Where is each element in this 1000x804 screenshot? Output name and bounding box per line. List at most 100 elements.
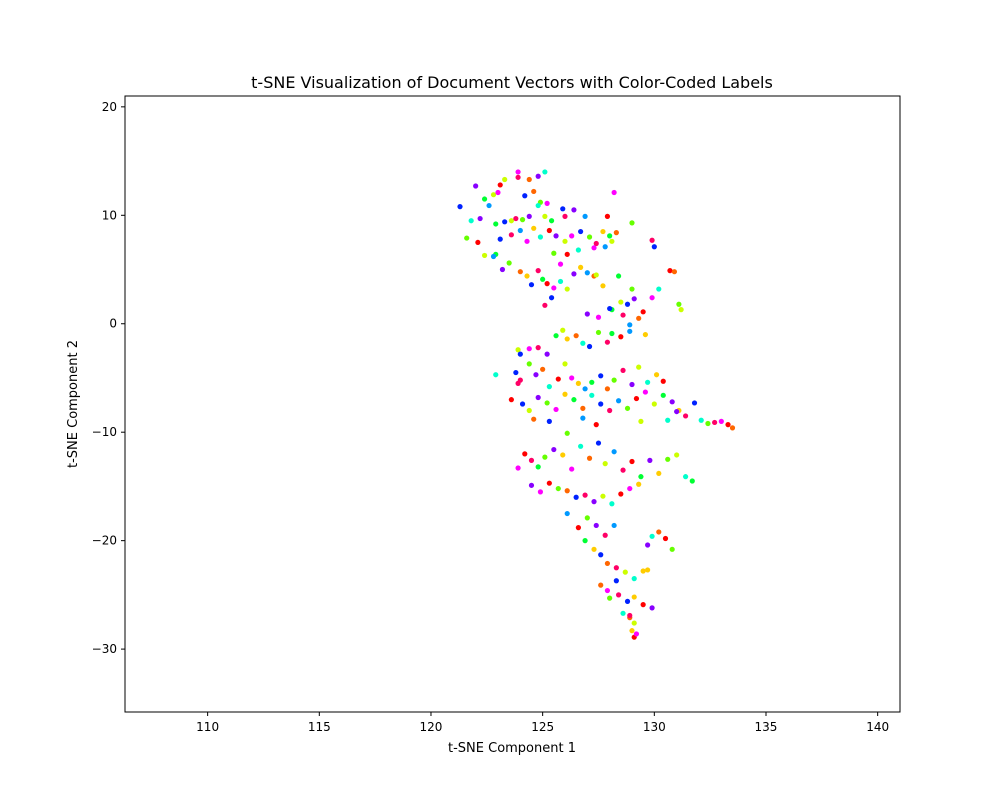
data-point — [593, 522, 599, 529]
points-layer — [457, 169, 736, 640]
data-point — [669, 399, 675, 405]
data-point — [464, 235, 470, 241]
data-point — [618, 299, 624, 305]
data-point — [582, 492, 588, 498]
data-point — [564, 510, 570, 517]
data-point — [571, 271, 577, 277]
data-point — [682, 474, 689, 480]
data-point — [640, 602, 646, 608]
data-point — [624, 405, 631, 411]
data-point — [457, 204, 463, 210]
data-point — [522, 451, 528, 457]
data-point — [490, 192, 497, 198]
data-point — [562, 361, 568, 367]
data-point — [533, 372, 539, 378]
data-point — [493, 372, 499, 378]
plot-frame — [124, 95, 901, 713]
data-point — [645, 567, 651, 573]
data-point — [611, 522, 617, 529]
data-point — [729, 425, 736, 431]
data-point — [526, 361, 532, 367]
data-point — [557, 261, 564, 267]
data-point — [718, 418, 724, 424]
x-tick-label: 140 — [866, 720, 889, 734]
data-point — [627, 322, 633, 328]
data-point — [669, 546, 675, 552]
data-point — [564, 286, 570, 292]
data-point — [542, 169, 548, 175]
data-point — [636, 481, 642, 487]
data-point — [624, 598, 631, 604]
data-point — [678, 307, 684, 313]
data-point — [627, 612, 633, 619]
data-point — [522, 193, 528, 199]
data-point — [631, 576, 637, 582]
data-point — [546, 480, 552, 486]
data-point — [540, 366, 546, 372]
data-point — [584, 311, 590, 317]
data-point — [651, 401, 657, 407]
data-point — [548, 295, 555, 301]
data-point — [604, 386, 611, 392]
data-point — [620, 312, 626, 318]
data-point — [526, 346, 532, 352]
data-point — [653, 372, 660, 378]
data-point — [513, 215, 519, 222]
data-point — [546, 418, 552, 424]
data-point — [546, 384, 552, 390]
data-point — [624, 301, 631, 307]
x-tick-label: 125 — [531, 720, 554, 734]
data-point — [645, 379, 651, 385]
data-point — [636, 364, 642, 370]
data-point — [620, 367, 626, 373]
data-point — [546, 227, 552, 234]
data-point — [665, 417, 671, 423]
data-point — [526, 407, 532, 414]
data-point — [609, 501, 615, 507]
data-point — [662, 535, 669, 542]
data-point — [589, 379, 595, 385]
data-point — [535, 394, 541, 401]
data-point — [551, 285, 557, 291]
data-point — [515, 380, 521, 386]
data-point — [613, 565, 619, 571]
data-point — [513, 369, 519, 376]
data-point — [642, 331, 648, 338]
data-point — [609, 238, 615, 244]
data-point — [595, 314, 602, 320]
data-point — [584, 270, 590, 276]
data-point — [580, 405, 586, 411]
data-point — [573, 494, 579, 500]
data-point — [580, 340, 586, 346]
data-point — [611, 449, 617, 455]
data-point — [598, 401, 604, 407]
data-point — [613, 578, 619, 584]
data-point — [607, 233, 613, 239]
data-point — [564, 336, 570, 342]
data-point — [517, 269, 523, 275]
data-point — [555, 376, 561, 382]
x-tick-label: 130 — [643, 720, 666, 734]
data-point — [698, 417, 704, 423]
data-point — [602, 244, 608, 250]
data-point — [528, 282, 535, 288]
data-point — [598, 582, 604, 588]
data-point — [593, 422, 599, 428]
data-point — [676, 301, 682, 307]
data-point — [551, 250, 557, 256]
y-tick-label: 20 — [102, 100, 117, 114]
data-point — [564, 488, 570, 494]
data-point — [582, 386, 588, 392]
data-point — [604, 560, 611, 567]
data-point — [553, 333, 559, 339]
data-point — [620, 467, 626, 473]
data-point — [591, 499, 597, 505]
data-point — [674, 452, 680, 458]
data-point — [667, 268, 673, 274]
x-tick-label: 120 — [420, 720, 443, 734]
data-point — [629, 220, 635, 226]
data-point — [613, 230, 619, 236]
data-point — [627, 328, 633, 334]
